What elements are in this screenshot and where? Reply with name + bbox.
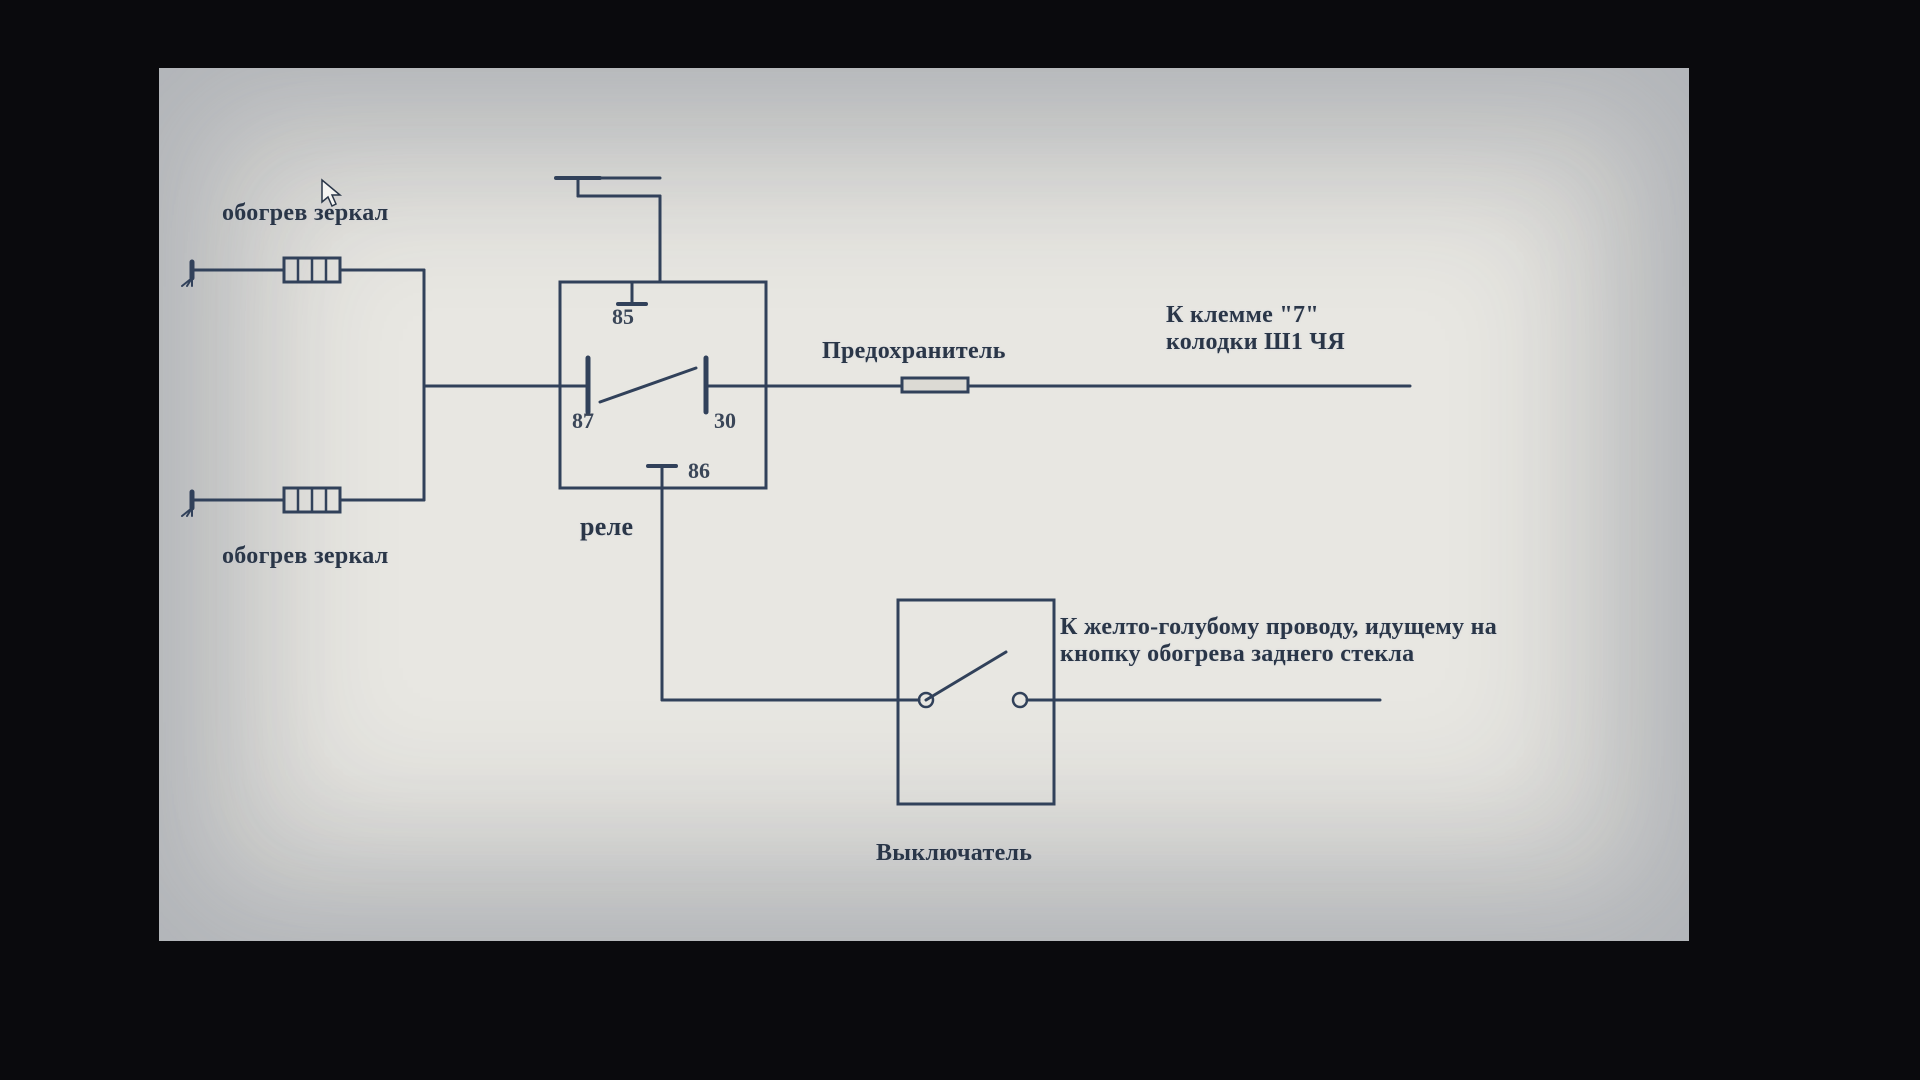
label-mirror-bot: обогрев зеркал (222, 543, 389, 570)
label-fuse: Предохранитель (822, 338, 1006, 365)
pin-85: 85 (612, 304, 634, 330)
label-terminal7: К клемме "7" колодки Ш1 ЧЯ (1166, 302, 1345, 356)
circuit-diagram-svg (0, 0, 1920, 1080)
label-switch: Выключатель (876, 840, 1032, 867)
pin-30: 30 (714, 408, 736, 434)
pin-86: 86 (688, 458, 710, 484)
label-yellow-blue: К желто-голубому проводу, идущему на кно… (1060, 614, 1497, 668)
label-mirror-top: обогрев зеркал (222, 200, 389, 227)
pin-87: 87 (572, 408, 594, 434)
label-relay: реле (580, 512, 633, 542)
